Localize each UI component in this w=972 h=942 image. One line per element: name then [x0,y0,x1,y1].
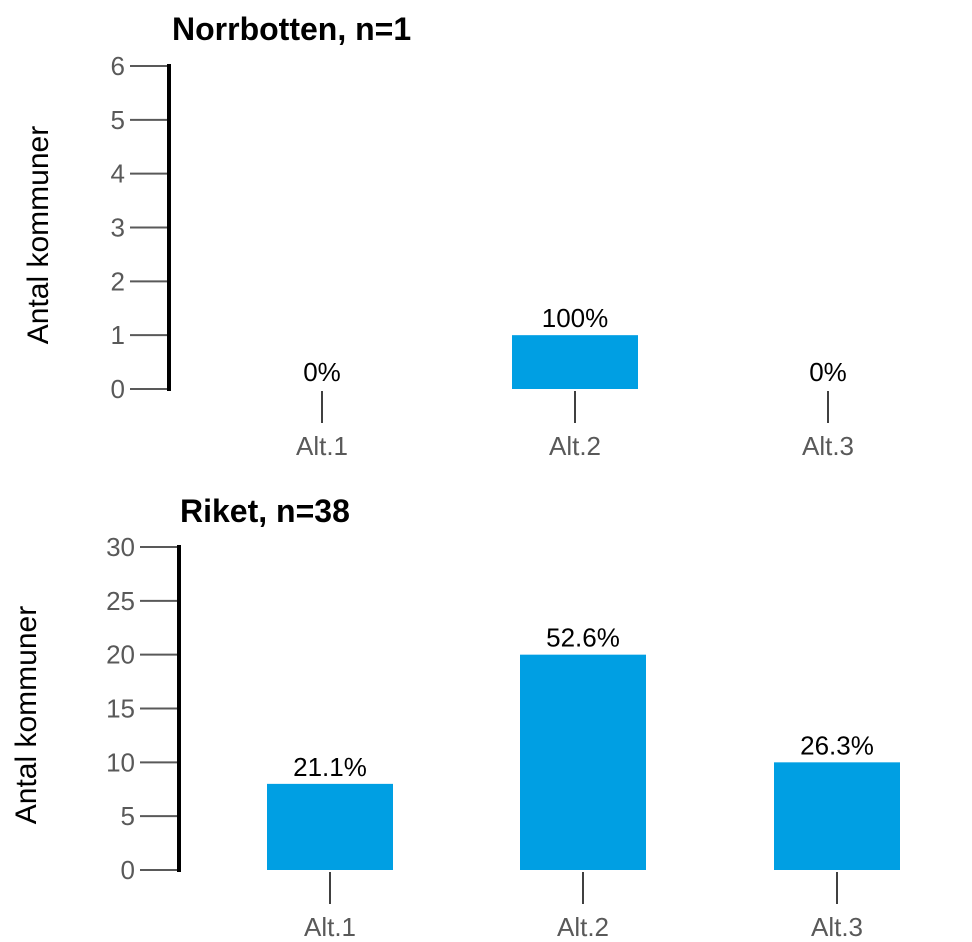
x-tick-label: Alt.2 [549,431,601,461]
x-tick-label: Alt.3 [811,912,863,942]
chart-title: Riket, n=38 [180,493,350,529]
chart-riket: Riket, n=38 Antal kommuner 051015202530 … [10,493,900,942]
y-axis-label: Antal kommuner [10,606,43,824]
y-tick-label: 1 [111,320,125,350]
data-label: 26.3% [800,730,874,760]
y-tick-label: 10 [106,747,135,777]
bars: 0% Alt.1 100% Alt.2 0% Alt.3 [296,303,854,461]
chart-title: Norrbotten, n=1 [172,11,411,47]
x-tick-label: Alt.1 [304,912,356,942]
y-tick-label: 0 [121,855,135,885]
data-label: 0% [303,357,341,387]
y-tick-label: 0 [111,374,125,404]
data-label: 21.1% [293,752,367,782]
y-tick-label: 5 [121,801,135,831]
bar-alt2 [520,654,646,870]
data-label: 52.6% [546,623,620,653]
bar-alt1 [267,783,393,870]
y-tick-label: 25 [106,586,135,616]
bar-alt2 [512,335,638,389]
y-tick-label: 15 [106,694,135,724]
y-tick-label: 30 [106,532,135,562]
y-axis-label: Antal kommuner [22,126,55,344]
y-tick-label: 2 [111,266,125,296]
y-tick-label: 20 [106,640,135,670]
y-tick-label: 6 [111,51,125,81]
y-axis-ticks: 0 5 10 15 20 25 30 [106,532,179,885]
bar-alt3 [774,762,900,870]
x-tick-label: Alt.3 [802,431,854,461]
data-label: 0% [809,357,847,387]
y-axis-ticks: 0 1 2 3 4 5 6 [111,51,169,404]
y-tick-label: 5 [111,105,125,135]
y-tick-label: 3 [111,213,125,243]
data-label: 100% [542,303,609,333]
bars: 21.1% Alt.1 52.6% Alt.2 26.3% Alt.3 [267,623,900,942]
x-tick-label: Alt.1 [296,431,348,461]
x-tick-label: Alt.2 [557,912,609,942]
chart-norrbotten: Norrbotten, n=1 Antal kommuner 0 1 2 3 4 5 6 0… [22,11,854,461]
y-tick-label: 4 [111,159,125,189]
